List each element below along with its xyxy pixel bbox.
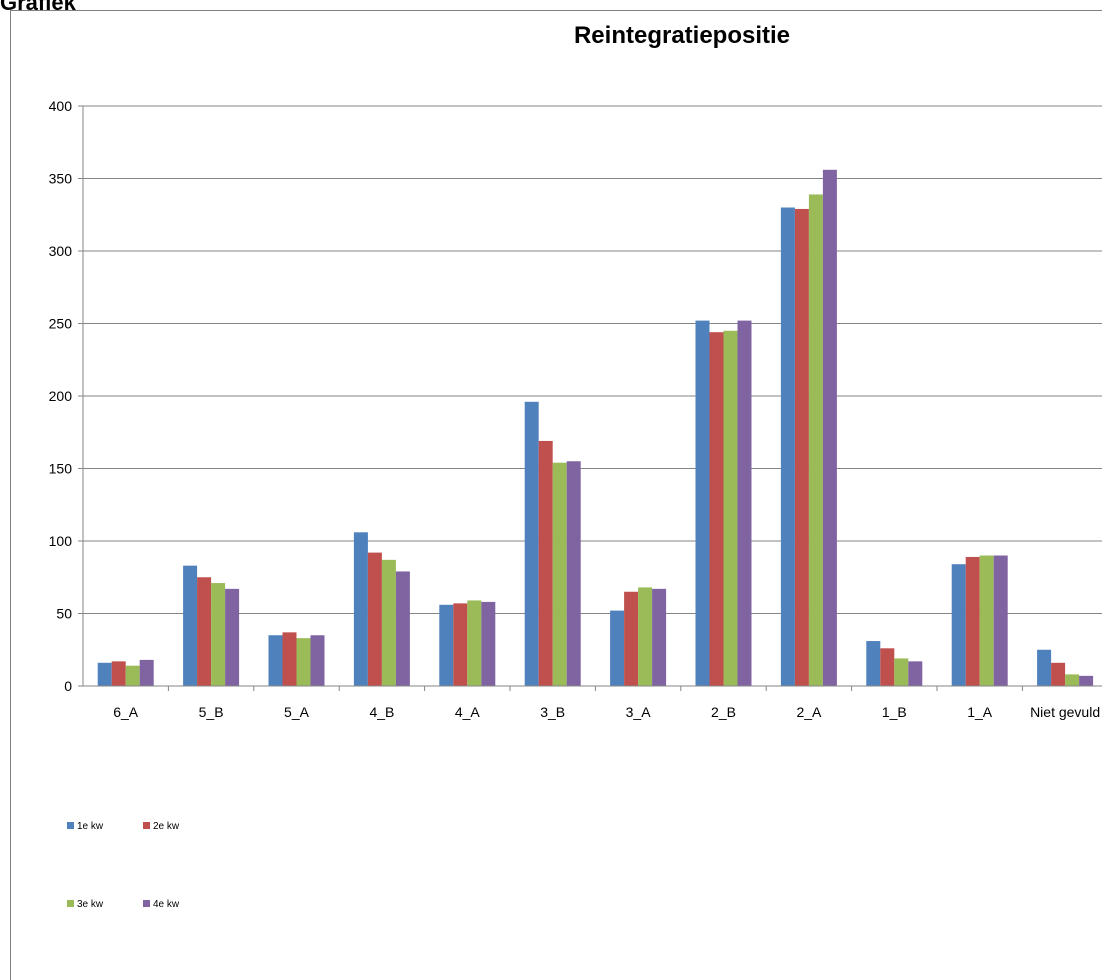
bars: [97, 169, 1094, 687]
bar-2e-kw-6_A: [111, 661, 126, 686]
bar-4e-kw-2_A: [822, 169, 837, 687]
bar-3e-kw-4_A: [467, 600, 482, 686]
legend-label: 3e kw: [77, 899, 104, 910]
legend: 1e kw 2e kw 3e kw 4e kw: [67, 821, 180, 910]
y-tick-label: 300: [49, 243, 73, 259]
bar-4e-kw-5_A: [310, 635, 325, 686]
bar-2e-kw-Niet gevuld: [1051, 662, 1066, 686]
y-tick-label: 150: [49, 461, 73, 477]
bar-1e-kw-3_B: [524, 401, 539, 686]
bar-4e-kw-4_A: [481, 601, 496, 686]
bar-4e-kw-6_A: [139, 659, 154, 686]
gridlines: [83, 105, 1102, 614]
bar-2e-kw-1_B: [880, 648, 895, 686]
bar-2e-kw-2_B: [709, 332, 724, 686]
axes: 0 50 100 150 200 250 300 350 400 6_A 5_B 5_A 4_B 4_A 3…: [49, 98, 1102, 720]
bar-1e-kw-1_A: [951, 564, 966, 686]
bar-3e-kw-2_B: [723, 330, 738, 686]
bar-3e-kw-1_B: [894, 658, 909, 686]
legend-label: 2e kw: [153, 821, 180, 832]
bar-3e-kw-Niet gevuld: [1065, 674, 1080, 686]
bar-2e-kw-5_B: [197, 577, 212, 686]
bar-3e-kw-4_B: [381, 559, 396, 686]
bar-1e-kw-5_A: [268, 635, 283, 686]
x-tick-label: 2_A: [796, 704, 822, 720]
x-tick-label: 5_A: [284, 704, 310, 720]
bar-3e-kw-3_A: [638, 587, 653, 686]
bar-3e-kw-3_B: [552, 462, 567, 686]
bar-2e-kw-1_A: [965, 556, 980, 686]
bar-2e-kw-4_B: [367, 552, 382, 686]
bar-4e-kw-2_B: [737, 320, 752, 686]
x-tick-label: 1_B: [882, 704, 907, 720]
legend-label: 1e kw: [77, 821, 104, 832]
bar-4e-kw-4_B: [395, 571, 410, 686]
x-tick-label: 1_A: [967, 704, 993, 720]
x-tick-label: 3_A: [626, 704, 652, 720]
legend-label: 4e kw: [153, 899, 180, 910]
bar-2e-kw-2_A: [794, 208, 809, 686]
x-tick-label: 5_B: [199, 704, 224, 720]
legend-swatch: [67, 900, 74, 907]
x-tick-label: 6_A: [113, 704, 139, 720]
bar-1e-kw-2_B: [695, 320, 710, 686]
bar-2e-kw-5_A: [282, 632, 297, 686]
bar-1e-kw-1_B: [866, 641, 881, 686]
bar-3e-kw-5_A: [296, 638, 311, 686]
bar-1e-kw-2_A: [780, 207, 795, 686]
bar-4e-kw-Niet gevuld: [1079, 675, 1094, 686]
x-tick-label: 2_B: [711, 704, 736, 720]
bar-4e-kw-5_B: [225, 588, 240, 686]
y-tick-label: 250: [49, 316, 73, 332]
bar-4e-kw-3_B: [566, 461, 581, 686]
bar-1e-kw-Niet gevuld: [1037, 649, 1052, 686]
x-tick-label: 4_B: [369, 704, 394, 720]
bar-3e-kw-2_A: [808, 194, 823, 686]
bar-3e-kw-5_B: [211, 583, 226, 686]
legend-swatch: [67, 822, 74, 829]
x-tick-label: Niet gevuld: [1030, 704, 1100, 720]
legend-swatch: [143, 822, 150, 829]
bar-1e-kw-3_A: [610, 610, 625, 686]
bar-4e-kw-1_B: [908, 661, 923, 686]
y-tick-label: 0: [64, 678, 72, 694]
bar-1e-kw-6_A: [97, 662, 112, 686]
bar-2e-kw-3_A: [624, 591, 639, 686]
legend-swatch: [143, 900, 150, 907]
bar-3e-kw-6_A: [125, 665, 140, 686]
bar-4e-kw-1_A: [993, 555, 1008, 686]
x-tick-label: 4_A: [455, 704, 481, 720]
y-tick-label: 200: [49, 388, 73, 404]
x-tick-label: 3_B: [540, 704, 565, 720]
bar-3e-kw-1_A: [979, 555, 994, 686]
chart-area: [10, 10, 1102, 980]
bar-1e-kw-4_A: [439, 604, 454, 686]
bar-1e-kw-4_B: [353, 532, 368, 686]
bar-2e-kw-3_B: [538, 440, 553, 686]
y-tick-label: 400: [49, 98, 73, 114]
y-tick-label: 350: [49, 171, 73, 187]
bar-2e-kw-4_A: [453, 603, 468, 686]
y-tick-label: 50: [56, 606, 72, 622]
bar-4e-kw-3_A: [652, 588, 667, 686]
chart-title: Reintegratiepositie: [574, 22, 790, 49]
bar-1e-kw-5_B: [183, 565, 198, 686]
y-tick-label: 100: [49, 533, 73, 549]
